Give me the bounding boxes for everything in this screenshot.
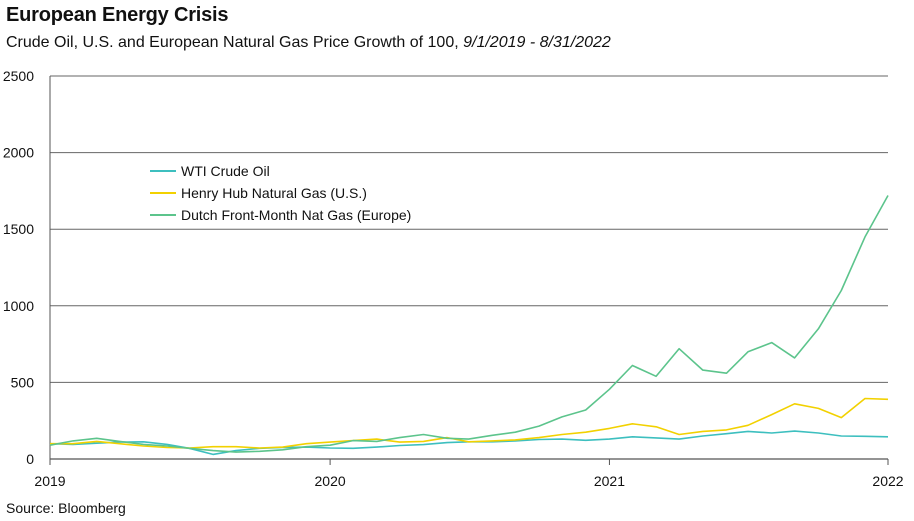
- gridlines: [49, 75, 888, 460]
- subtitle-main: Crude Oil, U.S. and European Natural Gas…: [6, 34, 464, 51]
- source-note: Source: Bloomberg: [6, 500, 126, 516]
- chart-subtitle: Crude Oil, U.S. and European Natural Gas…: [6, 34, 611, 52]
- legend-label: Henry Hub Natural Gas (U.S.): [181, 185, 367, 201]
- legend-label: WTI Crude Oil: [181, 163, 270, 179]
- series-line-1: [50, 397, 889, 449]
- series-lines: [49, 195, 889, 456]
- x-axis: 2019 2020 2021 2022: [34, 459, 904, 489]
- y-tick-label: 0: [26, 451, 34, 467]
- y-tick-label: 1000: [3, 298, 34, 314]
- legend: WTI Crude Oil Henry Hub Natural Gas (U.S.…: [150, 163, 411, 223]
- y-tick-label: 500: [11, 374, 35, 390]
- x-tick-label: 2021: [594, 473, 625, 489]
- y-tick-label: 2500: [3, 68, 34, 84]
- y-axis: 0 500 1000 1500 2000 2500: [3, 68, 34, 467]
- chart-title: European Energy Crisis: [6, 4, 229, 26]
- y-tick-label: 2000: [3, 145, 34, 161]
- x-tick-label: 2020: [315, 473, 346, 489]
- x-tick-label: 2019: [34, 473, 65, 489]
- y-tick-label: 1500: [3, 221, 34, 237]
- x-tick-label: 2022: [872, 473, 903, 489]
- subtitle-date-range: 9/1/2019 - 8/31/2022: [463, 34, 611, 51]
- legend-label: Dutch Front-Month Nat Gas (Europe): [181, 207, 411, 223]
- series-line-0: [49, 430, 889, 456]
- series-line-2: [49, 195, 889, 453]
